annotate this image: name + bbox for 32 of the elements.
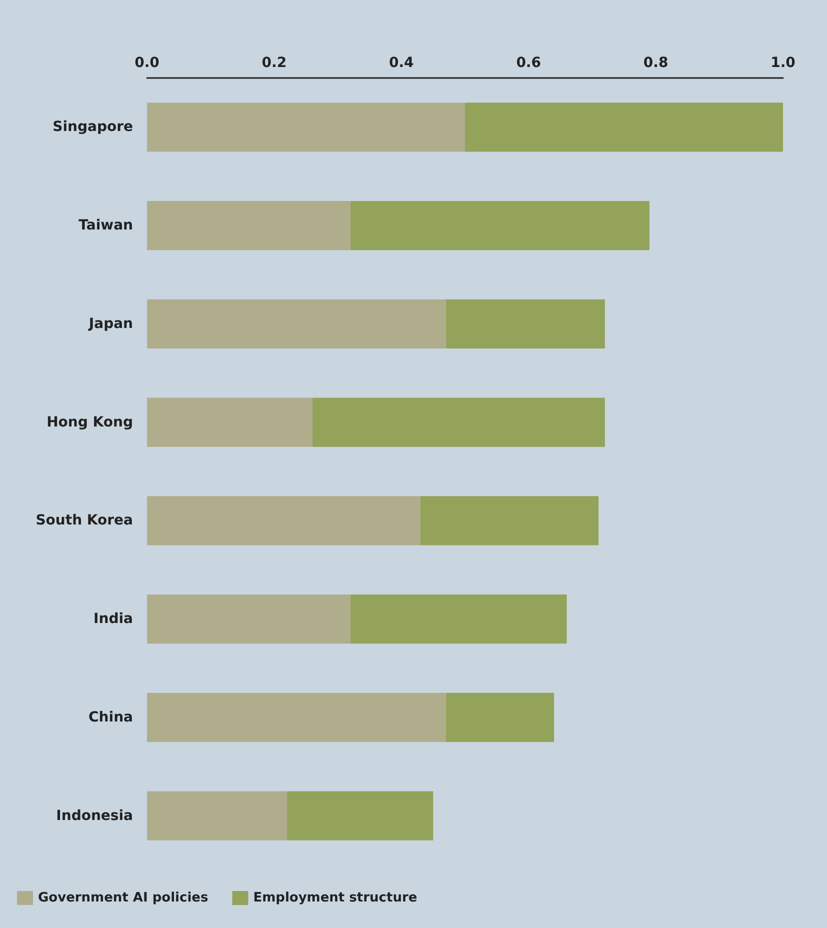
y-tick-label: Indonesia [56, 808, 133, 824]
bar [350, 200, 650, 250]
x-tick-label: 0.8 [643, 55, 668, 71]
bar [286, 791, 434, 840]
y-tick-label: Hong Kong [46, 414, 133, 430]
bar [147, 496, 420, 546]
bar [147, 398, 312, 447]
y-tick-label: Japan [88, 316, 133, 332]
x-tick-label: 1.0 [770, 55, 796, 71]
bar [420, 496, 599, 546]
bar [147, 299, 446, 349]
bar [446, 299, 605, 349]
bar [147, 200, 351, 250]
y-tick-label: India [94, 611, 133, 628]
bar [350, 594, 567, 644]
x-tick-label: 0.4 [388, 55, 414, 71]
bar [312, 398, 605, 447]
bar [147, 594, 351, 644]
x-tick-label: 0.2 [262, 55, 287, 71]
bar [147, 102, 465, 152]
legend-label: Employment structure [253, 890, 418, 906]
y-tick-label: Singapore [52, 119, 133, 136]
x-tick-label: 0.0 [134, 55, 160, 71]
y-tick-label: China [88, 709, 133, 726]
y-tick-label: South Korea [36, 512, 133, 529]
bar [446, 692, 554, 742]
bar [147, 791, 287, 840]
bar [147, 692, 446, 742]
bar [465, 102, 783, 152]
x-tick-label: 0.6 [516, 55, 542, 71]
legend-label: Government AI policies [38, 890, 208, 906]
y-tick-label: Taiwan [78, 218, 133, 234]
